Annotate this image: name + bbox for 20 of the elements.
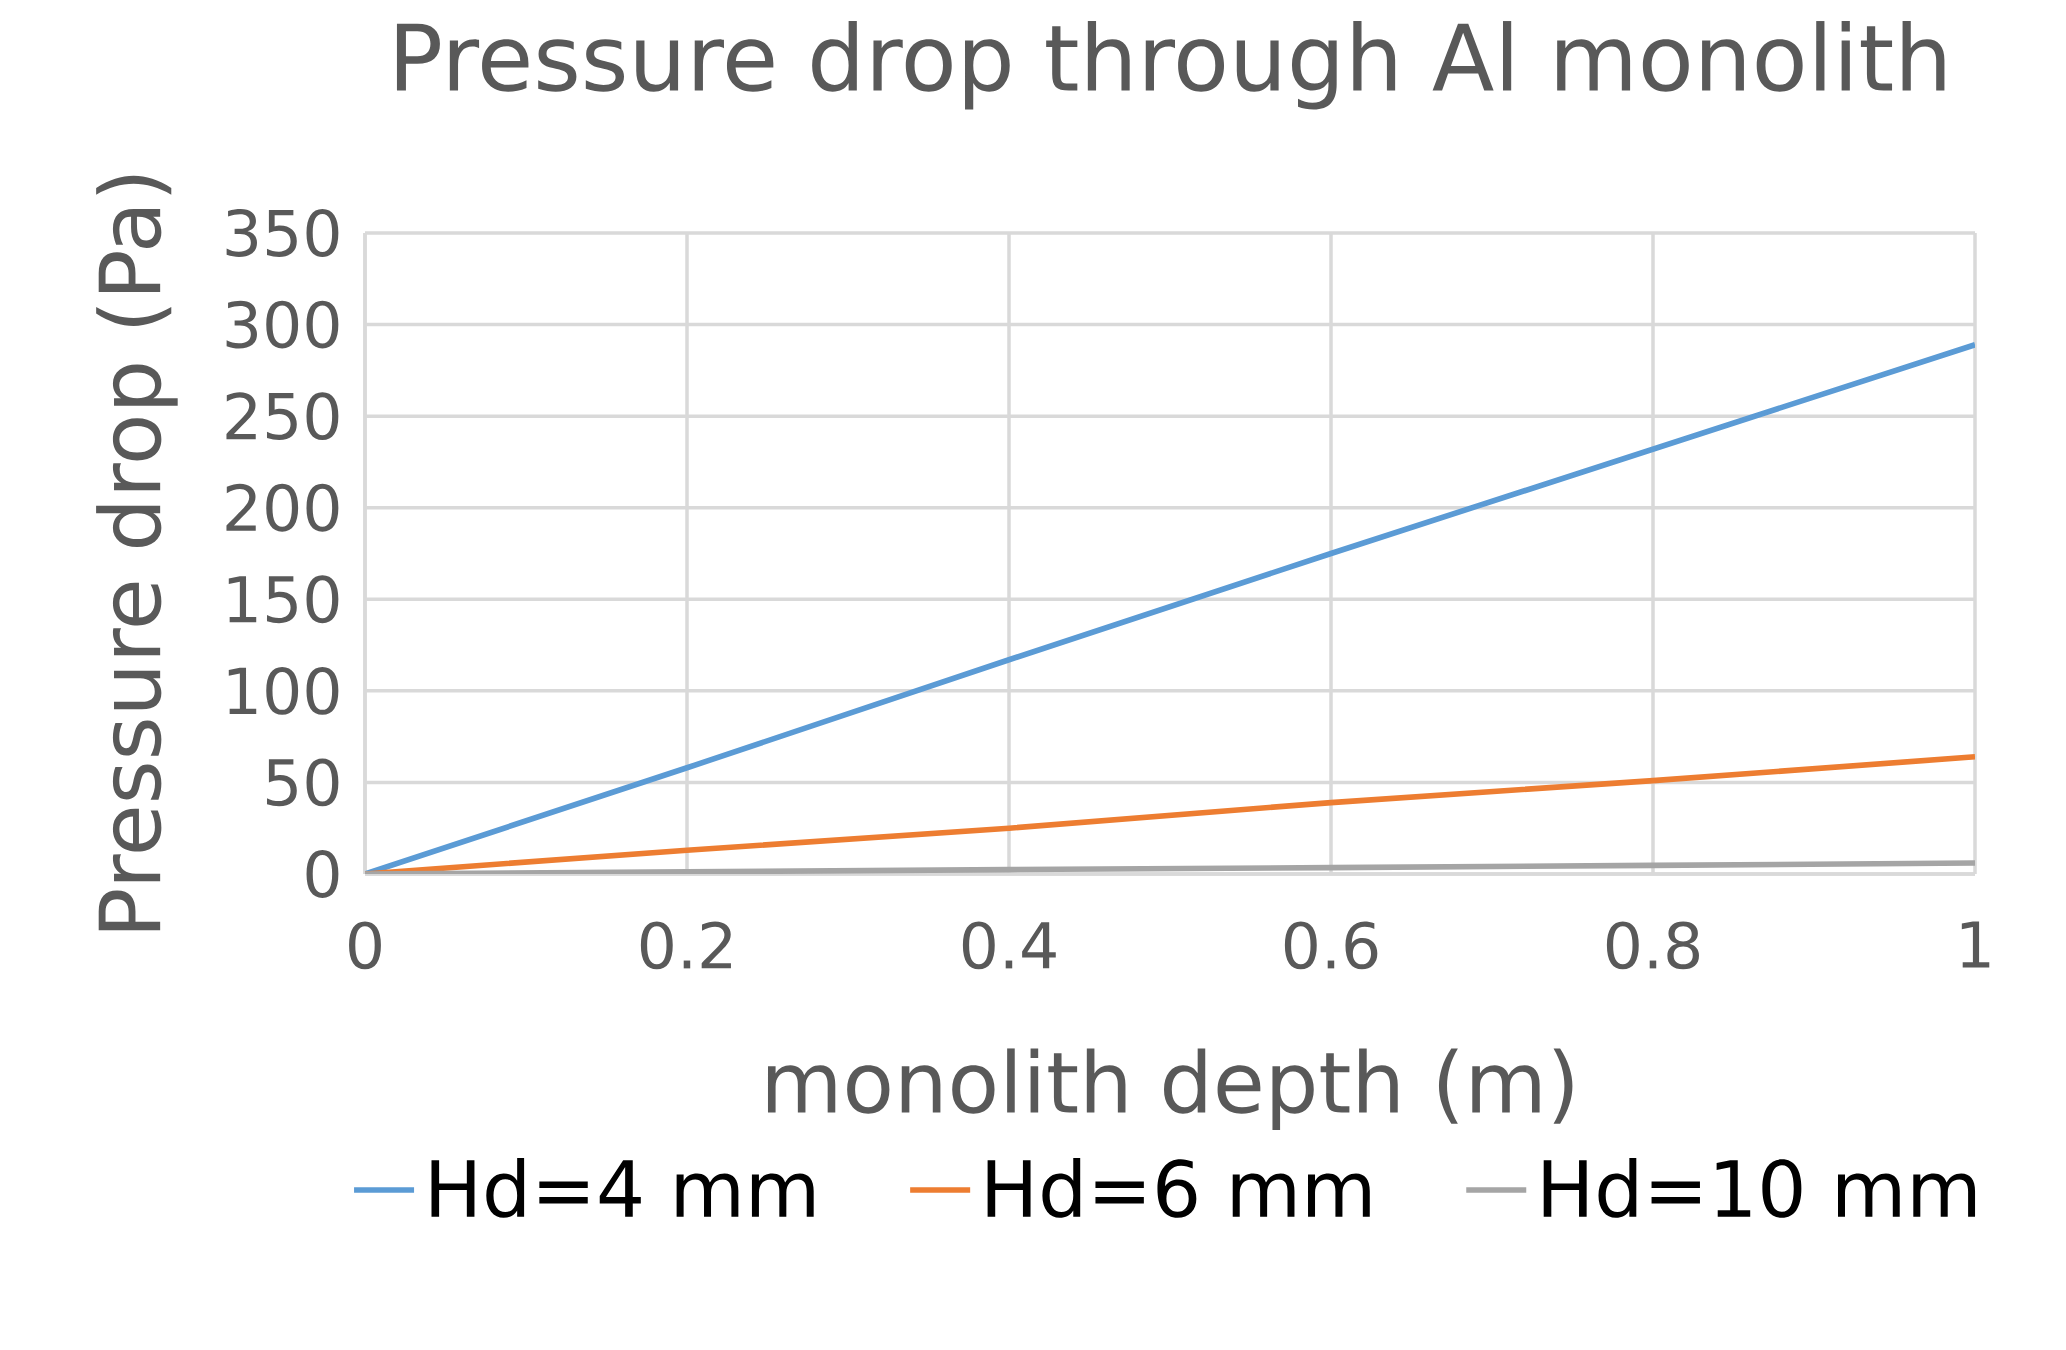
x-tick-label: 0 xyxy=(349,921,381,970)
y-tick-label: 0 xyxy=(306,850,339,898)
y-axis-title: Pressure drop (Pa) xyxy=(96,175,178,931)
x-axis-title: monolith depth (m) xyxy=(767,1048,1573,1131)
legend-label: Hd=6 mm xyxy=(987,1157,1370,1218)
legend-label: Hd=10 mm xyxy=(1543,1157,1976,1218)
x-tick-label: 0.4 xyxy=(962,921,1056,970)
x-tick-label: 1 xyxy=(1961,921,1990,968)
chart-title: Pressure drop through Al monolith xyxy=(396,21,1945,110)
x-tick-label: 0.6 xyxy=(1284,921,1378,970)
legend-label: Hd=4 mm xyxy=(431,1157,814,1218)
y-tick-label: 150 xyxy=(228,575,339,624)
y-tick-label: 50 xyxy=(266,758,339,807)
y-tick-label: 350 xyxy=(226,209,339,257)
y-tick-label: 300 xyxy=(226,300,339,349)
y-tick-label: 250 xyxy=(226,392,339,441)
x-tick-label: 0.2 xyxy=(640,921,731,970)
x-tick-label: 0.8 xyxy=(1606,921,1699,970)
y-tick-label: 100 xyxy=(228,666,339,715)
y-tick-label: 200 xyxy=(226,483,339,532)
